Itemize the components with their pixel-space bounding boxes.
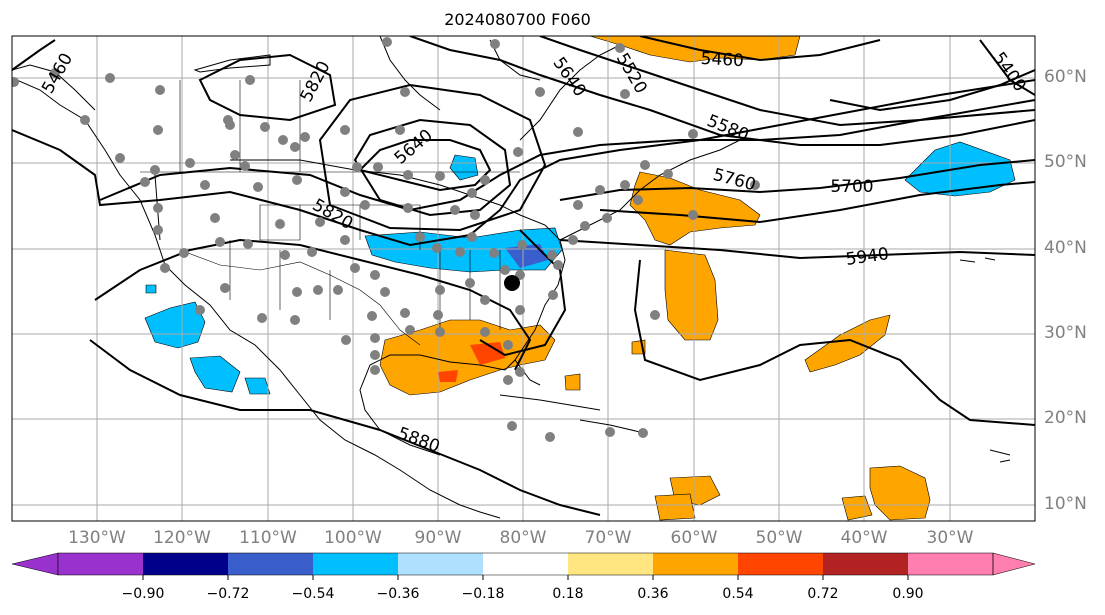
lon-label: 90°W	[414, 528, 462, 548]
lon-label: 70°W	[584, 528, 632, 548]
colorbar-tick-label: 0.90	[892, 586, 924, 602]
colorbar-bin	[653, 553, 738, 575]
map-border	[11, 35, 1036, 522]
colorbar-tick-label: 0.54	[722, 586, 754, 602]
colorbar-tick-label: −0.90	[121, 586, 165, 602]
colorbar-tick-label: −0.72	[206, 586, 250, 602]
lon-label: 110°W	[239, 528, 297, 548]
colorbar-bin	[483, 553, 568, 575]
contour-label: 5700	[830, 177, 873, 197]
lat-label: 20°N	[1044, 408, 1087, 428]
lon-label: 50°W	[755, 528, 803, 548]
colorbar-bin	[823, 553, 908, 575]
lon-label: 30°W	[926, 528, 974, 548]
colorbar-tick-label: −0.36	[376, 586, 420, 602]
colorbar-tick-label: 0.18	[552, 586, 584, 602]
colorbar-extend-max	[992, 552, 1036, 576]
lat-label: 10°N	[1044, 494, 1087, 514]
storm-center-marker	[504, 275, 520, 291]
colorbar-bin	[568, 553, 653, 575]
colorbar-tick-label: 0.36	[637, 586, 669, 602]
colorbar	[11, 552, 1036, 580]
map-title: 2024080700 F060	[444, 10, 591, 29]
lon-label: 100°W	[324, 528, 382, 548]
colorbar-bin	[908, 553, 993, 575]
lat-label: 40°N	[1044, 238, 1087, 258]
lon-label: 130°W	[68, 528, 126, 548]
colorbar-bin	[228, 553, 313, 575]
lat-label: 50°N	[1044, 152, 1087, 172]
lat-label: 60°N	[1044, 67, 1087, 87]
contour-label: 5460	[700, 49, 744, 71]
colorbar-tick-label: −0.54	[291, 586, 335, 602]
lon-label: 40°W	[840, 528, 888, 548]
lon-label: 120°W	[153, 528, 211, 548]
colorbar-bin	[143, 553, 228, 575]
colorbar-bin	[313, 553, 398, 575]
colorbar-extend-min	[11, 552, 59, 576]
anomaly-shading	[144, 36, 1016, 521]
colorbar-bin	[738, 553, 823, 575]
colorbar-bin	[398, 553, 483, 575]
colorbar-bin	[58, 553, 143, 575]
colorbar-tick-label: 0.72	[807, 586, 839, 602]
lat-label: 30°N	[1044, 323, 1087, 343]
station-markers	[12, 37, 760, 442]
colorbar-tick-label: −0.18	[461, 586, 505, 602]
lon-label: 80°W	[499, 528, 547, 548]
lon-label: 60°W	[670, 528, 718, 548]
